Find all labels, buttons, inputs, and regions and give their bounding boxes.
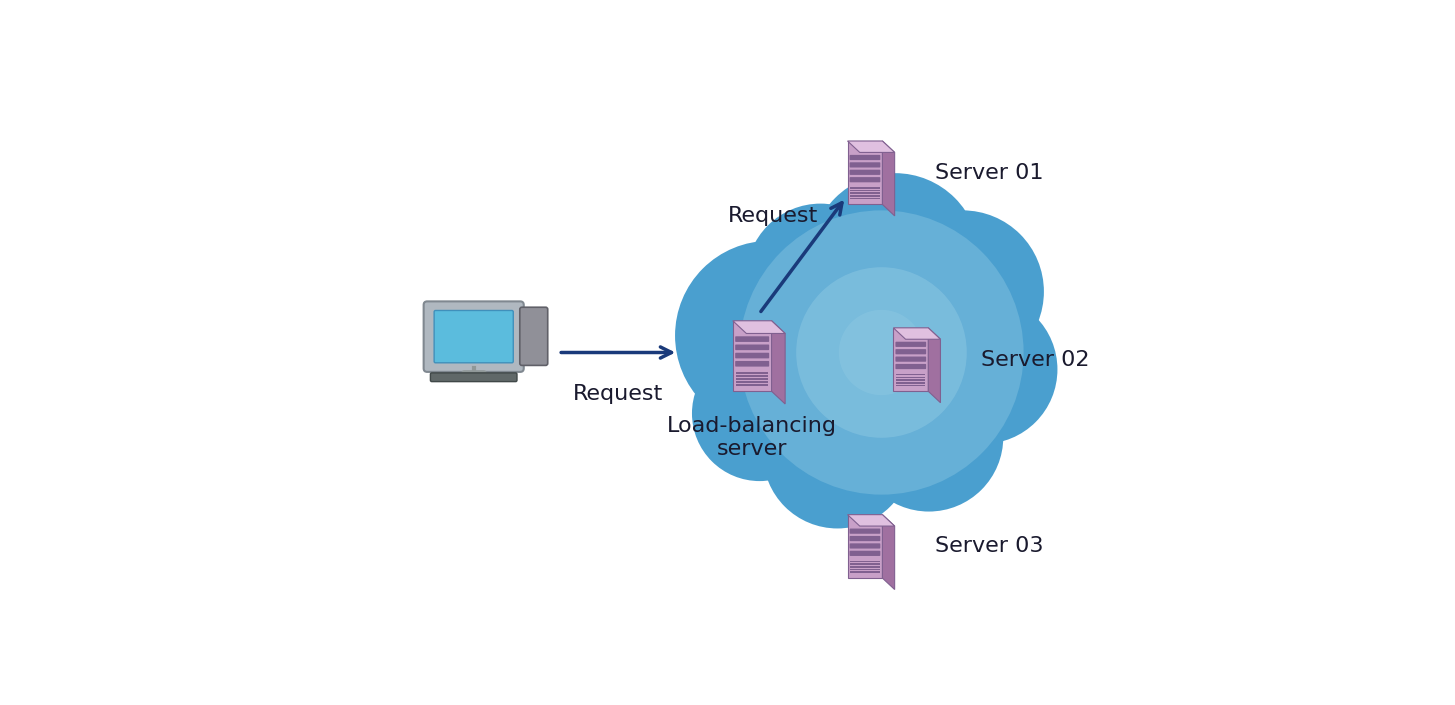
Circle shape — [854, 362, 1004, 512]
Polygon shape — [847, 515, 895, 526]
Text: Server 02: Server 02 — [981, 350, 1090, 369]
Circle shape — [908, 295, 1058, 444]
Polygon shape — [733, 321, 786, 333]
Polygon shape — [850, 563, 880, 565]
Circle shape — [746, 204, 895, 352]
FancyBboxPatch shape — [895, 364, 927, 369]
Polygon shape — [733, 321, 771, 391]
FancyBboxPatch shape — [850, 551, 880, 556]
Circle shape — [693, 345, 828, 481]
Circle shape — [810, 173, 979, 343]
Polygon shape — [736, 372, 768, 374]
FancyBboxPatch shape — [423, 302, 524, 372]
Circle shape — [675, 241, 864, 430]
Polygon shape — [896, 379, 925, 381]
Circle shape — [796, 267, 966, 438]
Polygon shape — [850, 572, 880, 573]
Polygon shape — [928, 328, 940, 403]
Polygon shape — [893, 328, 940, 339]
FancyBboxPatch shape — [895, 349, 927, 355]
FancyBboxPatch shape — [850, 544, 880, 548]
FancyBboxPatch shape — [850, 162, 880, 168]
Polygon shape — [847, 141, 895, 152]
FancyBboxPatch shape — [735, 336, 770, 342]
Polygon shape — [736, 375, 768, 376]
Polygon shape — [850, 195, 880, 197]
Polygon shape — [893, 328, 928, 391]
Text: Server 03: Server 03 — [936, 537, 1045, 556]
FancyBboxPatch shape — [519, 307, 547, 365]
Polygon shape — [736, 381, 768, 383]
Polygon shape — [896, 374, 925, 375]
Text: Request: Request — [573, 384, 663, 404]
FancyBboxPatch shape — [735, 345, 770, 350]
FancyBboxPatch shape — [895, 357, 927, 362]
Polygon shape — [882, 515, 895, 589]
Polygon shape — [896, 376, 925, 378]
FancyBboxPatch shape — [895, 342, 927, 347]
FancyBboxPatch shape — [431, 373, 517, 381]
Circle shape — [739, 210, 1024, 495]
Polygon shape — [850, 198, 880, 200]
FancyBboxPatch shape — [850, 177, 880, 183]
Polygon shape — [736, 378, 768, 379]
Circle shape — [713, 210, 997, 495]
Text: Server 01: Server 01 — [936, 163, 1045, 183]
Polygon shape — [736, 384, 768, 386]
Circle shape — [882, 210, 1043, 373]
Text: Load-balancing
server: Load-balancing server — [668, 416, 837, 459]
FancyBboxPatch shape — [850, 155, 880, 160]
Polygon shape — [850, 187, 880, 188]
Polygon shape — [896, 382, 925, 384]
Circle shape — [840, 310, 924, 395]
Text: Request: Request — [728, 206, 819, 226]
Polygon shape — [896, 385, 925, 386]
Polygon shape — [850, 192, 880, 194]
Circle shape — [762, 379, 912, 529]
Polygon shape — [847, 141, 882, 204]
Polygon shape — [882, 141, 895, 216]
Polygon shape — [850, 566, 880, 568]
Polygon shape — [771, 321, 786, 404]
FancyBboxPatch shape — [434, 310, 514, 363]
FancyBboxPatch shape — [850, 536, 880, 541]
FancyBboxPatch shape — [735, 352, 770, 358]
Polygon shape — [850, 560, 880, 563]
Polygon shape — [850, 569, 880, 570]
FancyBboxPatch shape — [850, 170, 880, 175]
Polygon shape — [847, 515, 882, 578]
FancyBboxPatch shape — [735, 361, 770, 367]
FancyBboxPatch shape — [850, 529, 880, 534]
Polygon shape — [850, 190, 880, 191]
